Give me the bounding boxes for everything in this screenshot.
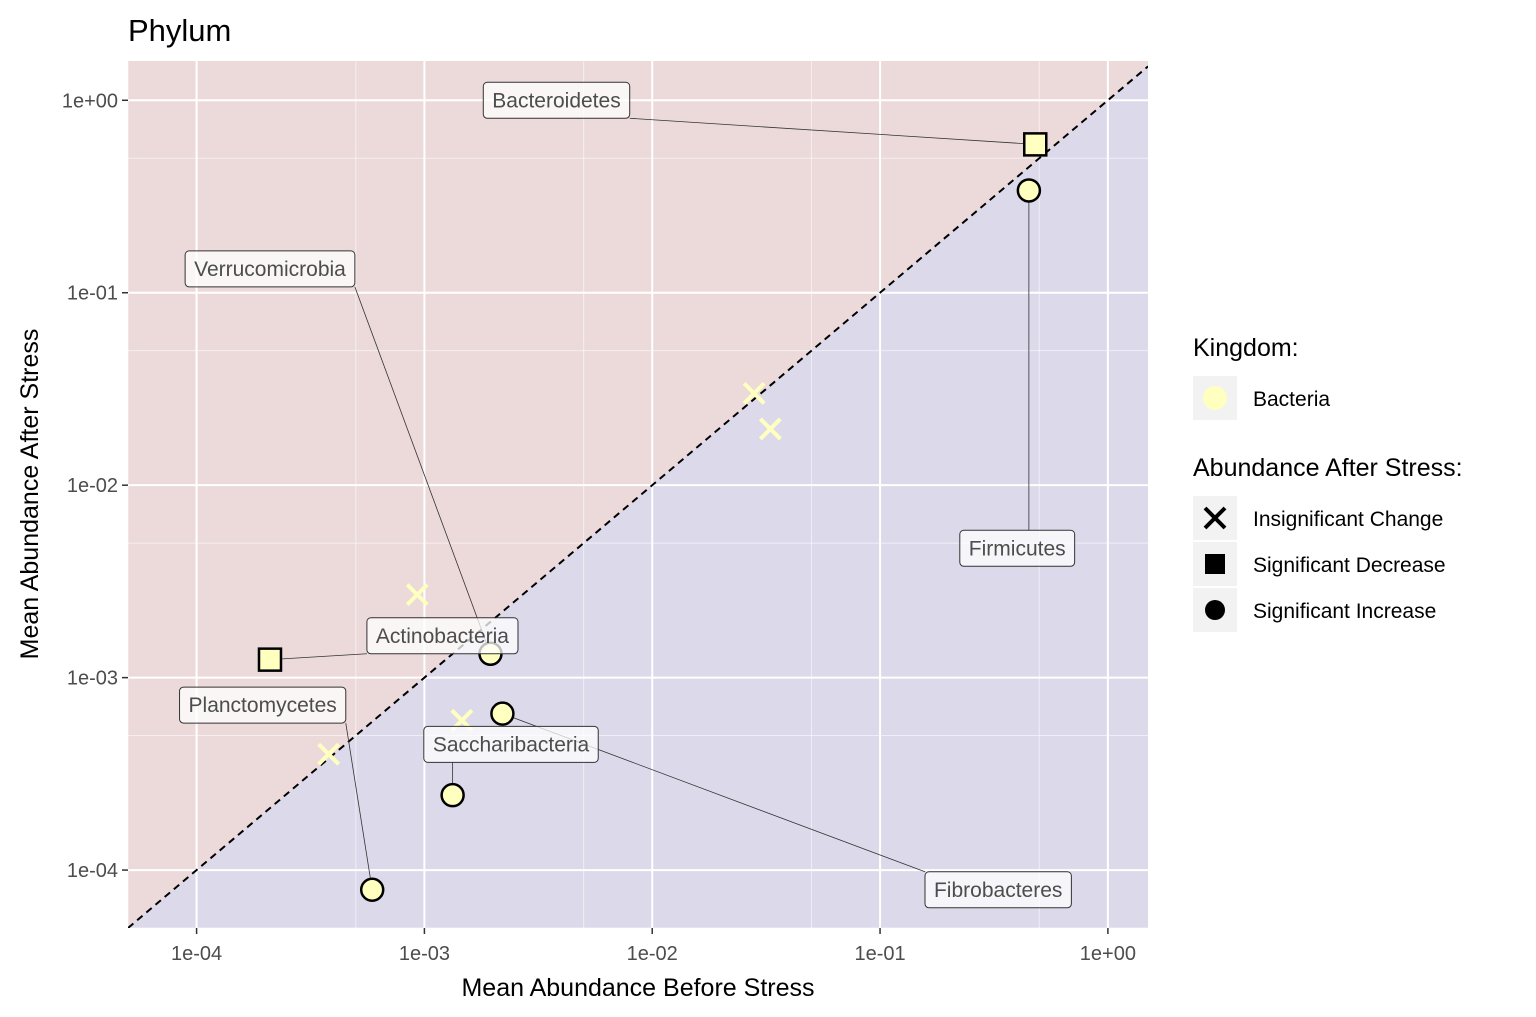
- point-label-text: Fibrobacteres: [934, 879, 1062, 902]
- legend-label: Significant Increase: [1253, 600, 1436, 623]
- y-tick-label: 1e-03: [67, 668, 118, 690]
- label-leader-line: [269, 653, 367, 661]
- point-label: Bacteroidetes: [482, 81, 631, 119]
- y-tick-label: 1e-01: [67, 283, 118, 305]
- point-label-box: [924, 871, 1072, 909]
- data-point-x: [317, 742, 341, 766]
- x-tick-label: 1e-04: [171, 943, 222, 965]
- x-tick-label: 1e+00: [1080, 943, 1136, 965]
- point-label-box: [366, 617, 519, 655]
- point-label: Firmicutes: [959, 529, 1076, 567]
- point-label-text: Actinobacteria: [376, 625, 509, 648]
- point-label-text: Bacteroidetes: [492, 89, 620, 112]
- point-label: Saccharibacteria: [423, 725, 599, 763]
- data-point-square: [257, 647, 283, 672]
- y-tick-label: 1e-04: [67, 860, 118, 882]
- point-label-box: [423, 725, 599, 763]
- label-leader-line: [629, 117, 1036, 145]
- chart-title: Phylum: [128, 13, 231, 48]
- plot-area: 1e-04 1e-03 1e-02 1e-01 1e+00 1e-04 1e-03 1e-02…: [62, 61, 1148, 965]
- y-tick-label: 1e+00: [62, 90, 118, 112]
- point-label-text: Saccharibacteria: [433, 733, 590, 756]
- x-tick-label: 1e-03: [399, 943, 450, 965]
- point-label-text: Firmicutes: [969, 537, 1066, 560]
- x-tick-label: 1e-01: [854, 943, 905, 965]
- region-above: [128, 61, 1148, 928]
- data-point-square: [1023, 132, 1048, 157]
- x-tick-label: 1e-02: [627, 943, 678, 965]
- point-label-box: [179, 686, 347, 724]
- legend-key-square: [1205, 554, 1225, 574]
- x-axis-title: Mean Abundance Before Stress: [461, 974, 814, 1002]
- point-label-box: [482, 81, 631, 119]
- point-label: Planctomycetes: [179, 686, 347, 724]
- data-point-x: [405, 583, 429, 607]
- data-point-x: [742, 381, 766, 405]
- legend: Kingdom: Bacteria Abundance After Stress: I…: [1193, 334, 1463, 632]
- data-point-circle: [1016, 178, 1042, 203]
- point-label: Actinobacteria: [366, 617, 519, 655]
- data-point-circle: [359, 877, 385, 903]
- legend-title: Kingdom:: [1193, 334, 1299, 362]
- y-tick-label: 1e-02: [67, 475, 118, 497]
- label-leader-line: [345, 723, 373, 890]
- point-layer: Bacteroidetes Firmicutes Verrucomicrobia Ac…: [179, 81, 1076, 909]
- label-leader-line: [354, 286, 491, 654]
- legend-label: Insignificant Change: [1253, 508, 1443, 531]
- reference-line: [128, 65, 1148, 928]
- data-point-circle: [440, 782, 465, 808]
- panel: [128, 61, 1148, 928]
- legend-label: Bacteria: [1253, 388, 1330, 411]
- point-label-text: Verrucomicrobia: [194, 258, 346, 281]
- point-label-text: Planctomycetes: [189, 694, 337, 717]
- legend-title: Abundance After Stress:: [1193, 454, 1463, 482]
- point-label: Fibrobacteres: [924, 871, 1072, 909]
- point-label-box: [959, 529, 1076, 567]
- legend-key-x: [1203, 506, 1227, 530]
- y-axis-title: Mean Abundance After Stress: [16, 329, 44, 660]
- data-point-x: [758, 417, 782, 441]
- legend-key-circle: [1205, 600, 1225, 620]
- point-label: Verrucomicrobia: [184, 250, 356, 288]
- legend-key-circle-filled: [1203, 386, 1227, 410]
- data-point-circle: [490, 701, 515, 726]
- point-label-box: [184, 250, 356, 288]
- legend-label: Significant Decrease: [1253, 554, 1446, 577]
